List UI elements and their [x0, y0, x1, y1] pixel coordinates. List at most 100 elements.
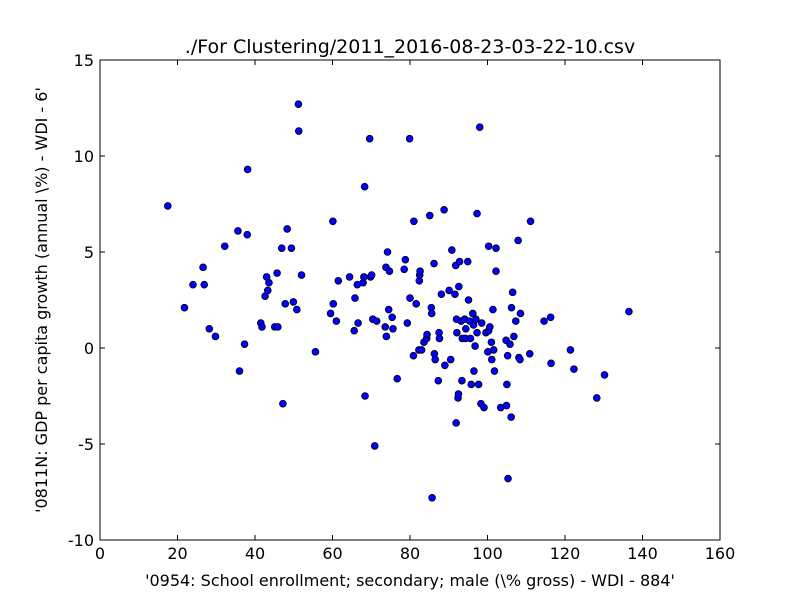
data-point [592, 394, 601, 402]
data-point [361, 392, 369, 400]
data-point [388, 313, 396, 322]
data-point [472, 315, 480, 324]
data-point [453, 328, 461, 337]
data-point [570, 365, 578, 373]
data-point [458, 376, 466, 385]
data-point [417, 346, 426, 354]
data-point [487, 355, 496, 364]
data-point [289, 298, 298, 306]
data-point [273, 269, 281, 277]
x-tick-label: 100 [472, 544, 503, 563]
data-point [471, 342, 479, 350]
data-point [470, 367, 478, 375]
data-point [490, 367, 499, 375]
x-tick-label: 20 [167, 544, 187, 563]
data-point [326, 309, 335, 318]
y-axis-label: '0811N: GDP per capita growth (annual \%… [32, 87, 51, 513]
data-point [445, 286, 453, 295]
data-point [511, 317, 520, 325]
data-point [434, 376, 443, 385]
data-point [281, 300, 290, 308]
data-point [486, 323, 494, 331]
x-tick-label: 40 [245, 544, 265, 563]
data-point [403, 319, 412, 327]
data-point [546, 313, 555, 322]
data-point [427, 309, 436, 318]
data-point [400, 265, 408, 274]
data-point [430, 259, 438, 268]
data-point [451, 290, 459, 299]
data-point [329, 217, 337, 226]
x-tick-label: 140 [627, 544, 658, 563]
data-point [474, 380, 483, 389]
data-point [385, 267, 394, 276]
data-point [350, 326, 359, 335]
data-point [293, 305, 301, 314]
x-tick-label: 160 [705, 544, 736, 563]
data-point [473, 209, 481, 218]
data-point [189, 280, 197, 289]
data-point [466, 334, 475, 343]
data-point [205, 324, 214, 333]
chart-title: ./For Clustering/2011_2016-08-23-03-22-1… [185, 36, 635, 58]
data-point [441, 361, 449, 370]
data-point [464, 296, 473, 304]
data-point [235, 367, 244, 375]
data-point [504, 474, 512, 483]
data-point [475, 123, 484, 131]
data-point [510, 332, 518, 341]
data-point [279, 399, 287, 408]
data-point [334, 276, 343, 285]
data-point [467, 380, 476, 389]
axis-ticks: 0 20 40 60 80 100 120 140 160 -10 -5 0 5 10 15 [68, 51, 735, 563]
data-point [297, 271, 306, 279]
data-point [311, 348, 320, 356]
data-point [566, 346, 575, 354]
data-point [446, 355, 455, 364]
data-point [294, 100, 303, 108]
x-tick-label: 0 [95, 544, 105, 563]
data-point [263, 286, 272, 295]
data-point [406, 294, 414, 302]
data-point [405, 134, 414, 143]
data-point [382, 332, 391, 341]
data-point [625, 307, 633, 316]
data-point [480, 403, 488, 412]
data-point [372, 317, 381, 325]
data-point [351, 294, 359, 302]
data-point [487, 338, 496, 347]
data-point [200, 280, 209, 289]
data-point [258, 323, 266, 331]
data-point [448, 246, 456, 254]
data-point [345, 273, 354, 281]
data-point [463, 257, 472, 266]
data-point [240, 340, 249, 348]
data-point [243, 230, 252, 239]
y-tick-label: 5 [84, 243, 94, 262]
data-point [452, 419, 460, 427]
data-point [180, 303, 189, 312]
data-point [360, 182, 369, 191]
data-point [416, 267, 424, 276]
data-point [211, 332, 220, 341]
data-point [393, 374, 402, 383]
data-point [440, 205, 448, 214]
y-tick-label: 10 [74, 147, 94, 166]
data-point [294, 127, 303, 135]
data-point [454, 390, 463, 398]
data-point [516, 355, 524, 364]
data-point [540, 317, 548, 325]
data-point [360, 273, 368, 281]
data-point [367, 271, 376, 279]
data-point [600, 371, 609, 379]
data-point [484, 242, 493, 251]
data-point [525, 349, 534, 358]
data-points [164, 100, 633, 502]
data-point [428, 493, 436, 502]
data-point [277, 244, 286, 252]
data-point [508, 288, 517, 297]
x-tick-label: 60 [322, 544, 342, 563]
data-point [409, 351, 418, 360]
